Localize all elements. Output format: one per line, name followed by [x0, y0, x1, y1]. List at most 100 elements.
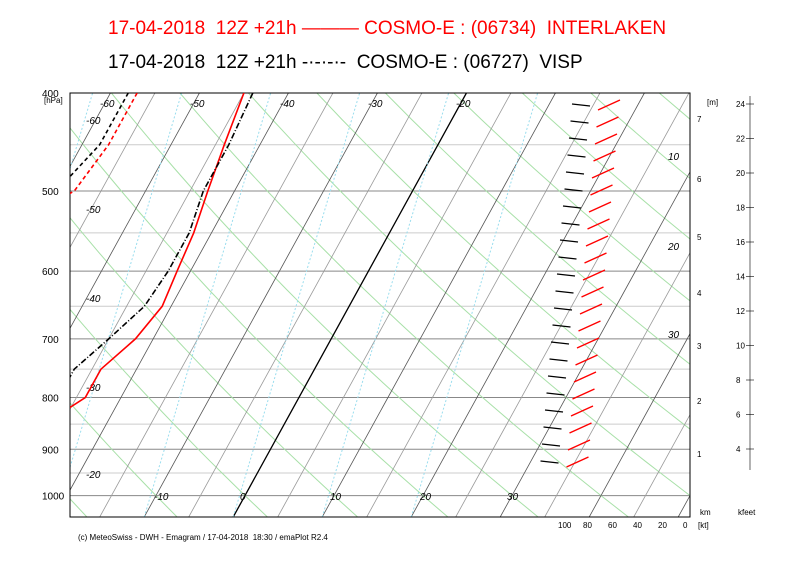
dewpoint-profile-interlaken — [70, 93, 138, 195]
pressure-tick-label: 400 — [42, 89, 59, 100]
wind-unit-label: [kt] — [698, 521, 709, 530]
pressure-unit-label: [hPa] — [44, 96, 63, 105]
pressure-tick-label: 500 — [42, 187, 59, 198]
pressure-tick-label: 800 — [42, 394, 59, 405]
temperature-label: -30 — [86, 383, 101, 394]
wind-barb-visp — [570, 120, 589, 124]
wind-axis-label: 20 — [658, 521, 667, 530]
wind-barb-visp — [561, 222, 580, 226]
kfeet-tick-label: 12 — [736, 307, 745, 316]
kfeet-tick-label: 4 — [736, 445, 741, 454]
frost-line — [410, 93, 539, 517]
frost-line — [143, 93, 272, 517]
wind-barb-visp — [555, 290, 574, 294]
temperature-label: -50 — [190, 99, 205, 110]
wind-barb-visp — [568, 137, 588, 141]
wind-barb-visp — [550, 341, 570, 345]
isotherm — [633, 413, 690, 517]
isotherm — [143, 93, 378, 517]
kfeet-tick-label: 22 — [736, 135, 745, 144]
wind-barb-interlaken — [584, 252, 607, 264]
emagram-grid — [0, 93, 800, 517]
wind-barb-interlaken — [575, 354, 598, 366]
wind-barb-visp — [540, 460, 559, 464]
wind-barb-interlaken — [570, 405, 594, 417]
wind-barb-interlaken — [576, 337, 600, 349]
isotherm — [0, 93, 21, 517]
dry-adiabat — [453, 93, 690, 302]
height-m-tick: 3 — [697, 342, 702, 351]
kfeet-tick-label: 6 — [736, 411, 741, 420]
wind-barb-interlaken — [569, 422, 592, 434]
height-km-unit: km — [700, 508, 711, 517]
wind-barb-interlaken — [590, 184, 613, 196]
wind-barb-visp — [541, 443, 561, 447]
height-m-tick: 1 — [697, 450, 702, 459]
temperature-label: -10 — [154, 492, 169, 503]
wind-barb-visp — [559, 239, 579, 243]
wind-barb-visp — [553, 307, 573, 311]
dry-adiabat — [248, 93, 690, 497]
height-m-unit: [m] — [707, 98, 718, 107]
mixing-ratio-label: 30 — [668, 330, 680, 341]
mixing-ratio-label: 10 — [668, 152, 680, 163]
wind-barb-interlaken — [593, 150, 616, 162]
wind-barb-visp — [546, 392, 565, 396]
wind-axis-label: 0 — [683, 521, 688, 530]
isotherm — [767, 93, 800, 517]
isotherm — [723, 93, 800, 517]
kfeet-tick-label: 8 — [736, 376, 741, 385]
profiles — [70, 93, 254, 409]
temperature-label: -60 — [86, 116, 101, 127]
wind-barb-interlaken — [581, 286, 604, 298]
height-m-tick: 5 — [697, 233, 702, 242]
wind-barb-interlaken — [587, 218, 610, 230]
wind-barb-visp — [564, 188, 583, 192]
frost-line — [70, 93, 183, 470]
frost-line — [321, 93, 450, 517]
temperature-profile-visp — [70, 93, 254, 379]
temperature-label: 0 — [240, 492, 246, 503]
temperature-label: -30 — [368, 99, 383, 110]
isotherm — [499, 171, 690, 517]
wind-barb-interlaken — [591, 167, 615, 179]
footer-credit: (c) MeteoSwiss - DWH - Emagram / 17-04-2… — [78, 533, 328, 542]
pressure-tick-label: 600 — [42, 267, 59, 278]
wind-barb-interlaken — [578, 320, 601, 332]
wind-barb-interlaken — [573, 371, 597, 383]
frost-line — [0, 93, 4, 517]
wind-barb-visp — [565, 171, 585, 175]
isotherm — [321, 93, 556, 517]
kfeet-tick-label: 10 — [736, 342, 745, 351]
wind-barb-visp — [543, 426, 562, 430]
isotherm — [544, 252, 690, 517]
wind-barb-visp — [552, 324, 571, 328]
temperature-label: -40 — [86, 294, 101, 305]
dry-adiabat — [70, 308, 268, 517]
wind-barb-interlaken — [572, 388, 595, 400]
dewpoint-profile-visp — [70, 93, 129, 178]
isotherm — [70, 93, 156, 249]
height-m-tick: 2 — [697, 397, 702, 406]
height-m-tick: 6 — [697, 175, 702, 184]
dry-adiabat — [521, 93, 690, 240]
dry-adiabat — [590, 93, 690, 180]
isotherm — [188, 93, 423, 517]
temperature-label: -20 — [456, 99, 471, 110]
dry-adiabat — [385, 93, 690, 365]
dry-adiabat — [179, 93, 629, 517]
frost-line — [70, 93, 94, 171]
dry-adiabat — [70, 402, 178, 517]
wind-barb-visp — [571, 103, 591, 107]
dry-adiabat — [658, 93, 690, 120]
wind-barb-visp — [549, 358, 568, 362]
wind-barb-interlaken — [596, 116, 619, 128]
isotherm — [277, 93, 512, 517]
wind-barb-interlaken — [579, 303, 603, 315]
wind-barb-visp — [556, 273, 576, 277]
zero-isotherm — [232, 93, 467, 517]
temperature-label: -40 — [280, 99, 295, 110]
wind-barbs — [540, 99, 621, 468]
mixing-ratio-label: 20 — [667, 242, 680, 253]
